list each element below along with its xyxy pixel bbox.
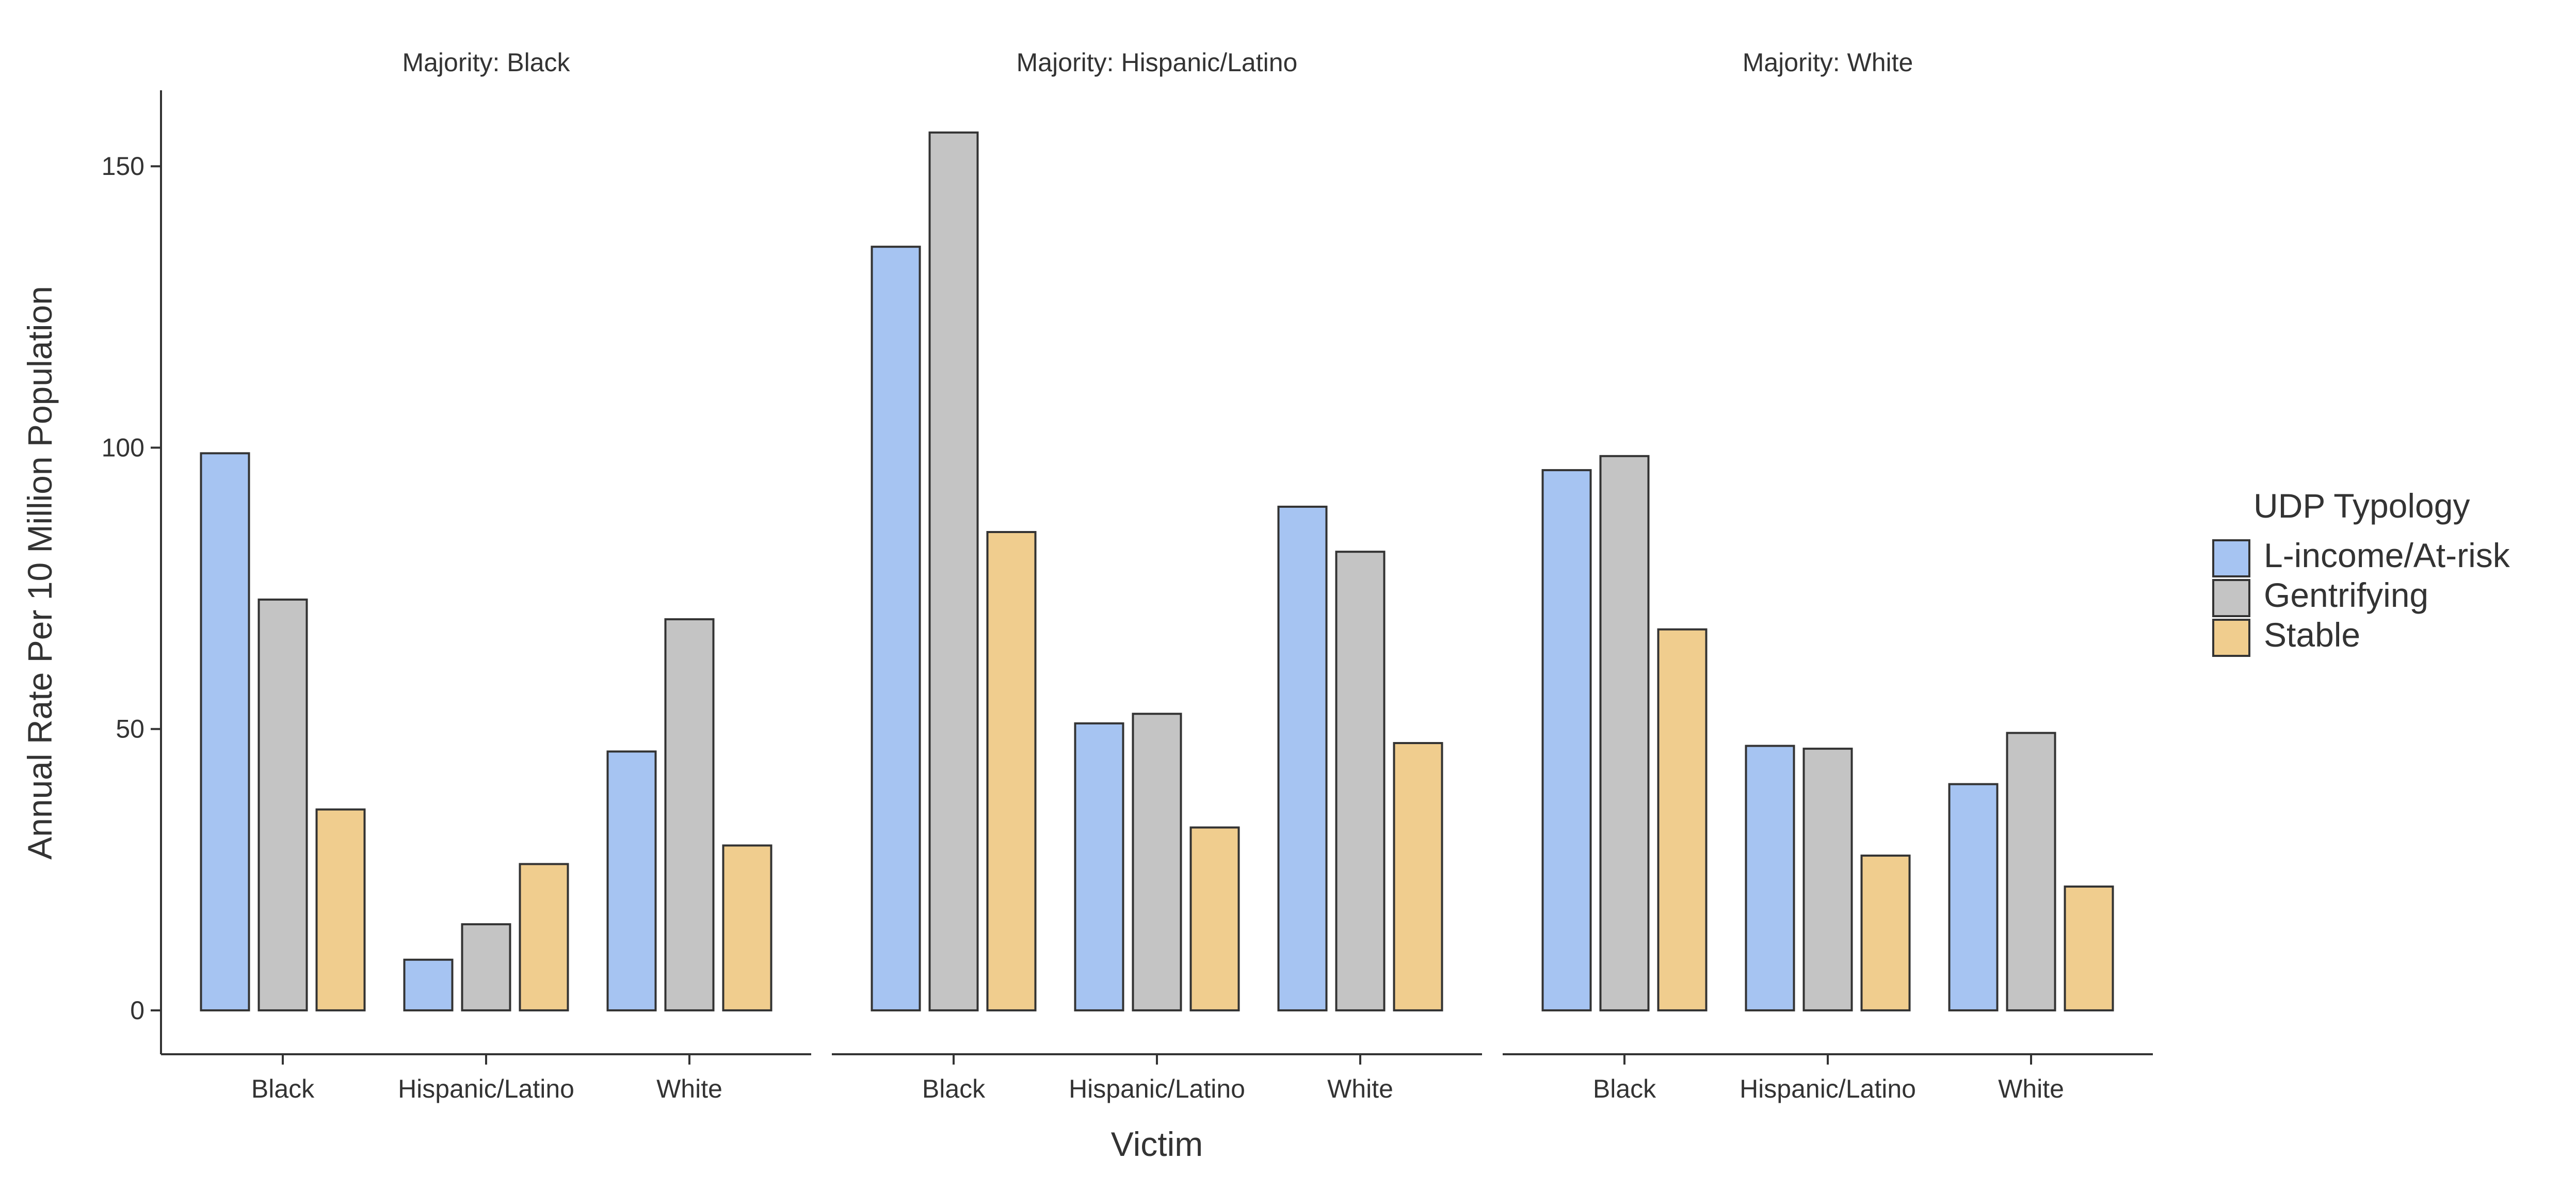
x-tick-label: White <box>656 1074 722 1103</box>
facet-panel-majority-hispanic-latino: Majority: Hispanic/Latino Black Hispanic/L… <box>832 48 1482 1103</box>
legend-key-stable <box>2212 619 2250 657</box>
bar-l-income-at-risk-hispanic-latino <box>1745 745 1795 1011</box>
legend-label-gentrifying: Gentrifying <box>2264 576 2428 614</box>
y-tick-label: 150 <box>102 152 144 181</box>
bar-stable-black <box>1657 628 1708 1011</box>
y-axis: 0 50 100 150 <box>102 90 162 1054</box>
legend-title: UDP Typology <box>2253 487 2470 525</box>
x-tick-label: Hispanic/Latino <box>1069 1074 1245 1103</box>
x-tick-label: White <box>1998 1074 2064 1103</box>
bar-gentrifying-hispanic-latino <box>461 923 511 1011</box>
x-tick-label: Hispanic/Latino <box>1740 1074 1916 1103</box>
facet-panels: Majority: Black Black Hispanic/Latino White… <box>161 48 2153 1103</box>
bar-stable-white <box>722 844 772 1011</box>
legend-key-gentrifying <box>2212 579 2250 617</box>
bar-gentrifying-black <box>1599 455 1650 1011</box>
bar-gentrifying-white <box>2006 732 2056 1011</box>
y-tick-label: 50 <box>116 715 144 744</box>
bar-gentrifying-hispanic-latino <box>1132 713 1182 1011</box>
bar-l-income-at-risk-white <box>1948 783 1999 1011</box>
y-tick-label: 100 <box>102 433 144 462</box>
bar-stable-hispanic-latino <box>519 863 569 1011</box>
facet-title: Majority: Hispanic/Latino <box>1017 48 1298 77</box>
bar-gentrifying-white <box>664 618 715 1011</box>
facet-title: Majority: White <box>1743 48 1913 77</box>
legend-label-l-income-at-risk: L-income/At-risk <box>2264 536 2510 574</box>
bar-l-income-at-risk-hispanic-latino <box>403 958 454 1011</box>
bar-l-income-at-risk-black <box>200 452 250 1011</box>
bar-l-income-at-risk-hispanic-latino <box>1074 722 1124 1011</box>
bar-stable-black <box>986 531 1037 1011</box>
facet-panel-majority-white: Majority: White Black Hispanic/Latino White <box>1503 48 2153 1103</box>
x-tick-label: Hispanic/Latino <box>398 1074 574 1103</box>
facet-title: Majority: Black <box>402 48 570 77</box>
x-tick-label: Black <box>251 1074 315 1103</box>
bar-l-income-at-risk-white <box>606 750 657 1011</box>
bar-gentrifying-white <box>1335 551 1386 1011</box>
bar-stable-hispanic-latino <box>1189 826 1240 1011</box>
y-tick-label: 0 <box>130 996 144 1025</box>
legend-label-stable: Stable <box>2264 616 2360 654</box>
bar-stable-white <box>1393 742 1443 1011</box>
bar-stable-white <box>2064 886 2114 1011</box>
bar-stable-hispanic-latino <box>1860 855 1911 1011</box>
bar-l-income-at-risk-black <box>1541 469 1592 1011</box>
x-axis-title: Victim <box>1111 1125 1203 1163</box>
bar-l-income-at-risk-white <box>1277 505 1328 1011</box>
bar-gentrifying-black <box>928 131 979 1011</box>
bar-gentrifying-hispanic-latino <box>1802 747 1853 1011</box>
y-axis-title: Annual Rate Per 10 Million Population <box>21 286 59 860</box>
x-tick-label: Black <box>1593 1074 1656 1103</box>
bar-stable-black <box>315 808 366 1011</box>
bar-l-income-at-risk-black <box>871 246 921 1011</box>
x-tick-label: Black <box>922 1074 986 1103</box>
facet-panel-majority-black: Majority: Black Black Hispanic/Latino White <box>161 48 811 1103</box>
bar-gentrifying-black <box>257 598 308 1011</box>
legend: UDP Typology L-income/At-riskGentrifying… <box>2212 487 2510 657</box>
x-tick-label: White <box>1327 1074 1393 1103</box>
legend-key-l-income-at-risk <box>2212 539 2250 577</box>
